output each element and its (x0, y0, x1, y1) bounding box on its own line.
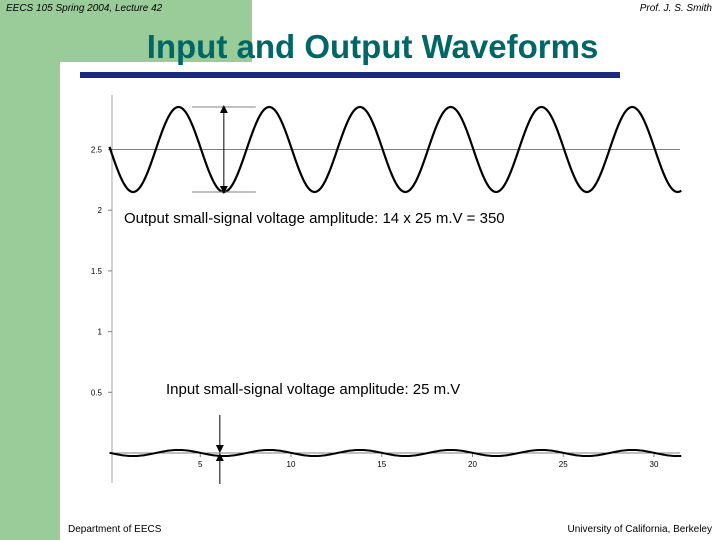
x-tick-label: 30 (650, 460, 659, 469)
department-label: Department of EECS (68, 524, 162, 535)
x-tick-label: 20 (468, 460, 477, 469)
left-accent-band (0, 0, 60, 540)
course-label: EECS 105 Spring 2004, Lecture 42 (6, 3, 163, 14)
chart-traces (108, 105, 682, 458)
x-tick-label: 10 (287, 460, 296, 469)
output-amplitude-annotation: Output small-signal voltage amplitude: 1… (124, 210, 505, 227)
output-waveform-line (108, 105, 682, 194)
professor-label: Prof. J. S. Smith (639, 3, 712, 14)
input-waveform-line (109, 448, 682, 458)
x-tick-label: 5 (198, 460, 203, 469)
slide-content-area (60, 62, 720, 540)
y-tick-label: 1.5 (91, 267, 103, 276)
title-underline (80, 72, 620, 78)
chart-ticks: 0.5 1 1.5 2 2.5 5 10 15 20 25 30 (91, 146, 659, 470)
x-tick-label: 25 (559, 460, 568, 469)
university-label: University of California, Berkeley (567, 524, 713, 535)
y-tick-label: 2.5 (91, 146, 103, 155)
amplitude-markers (191, 105, 256, 484)
slide-title: Input and Output Waveforms (146, 28, 599, 65)
y-tick-label: 1 (98, 328, 103, 337)
y-tick-label: 0.5 (91, 388, 103, 397)
input-amplitude-annotation: Input small-signal voltage amplitude: 25… (166, 381, 461, 398)
chart-axes (110, 95, 680, 483)
x-tick-label: 15 (377, 460, 386, 469)
y-tick-label: 2 (98, 206, 103, 215)
